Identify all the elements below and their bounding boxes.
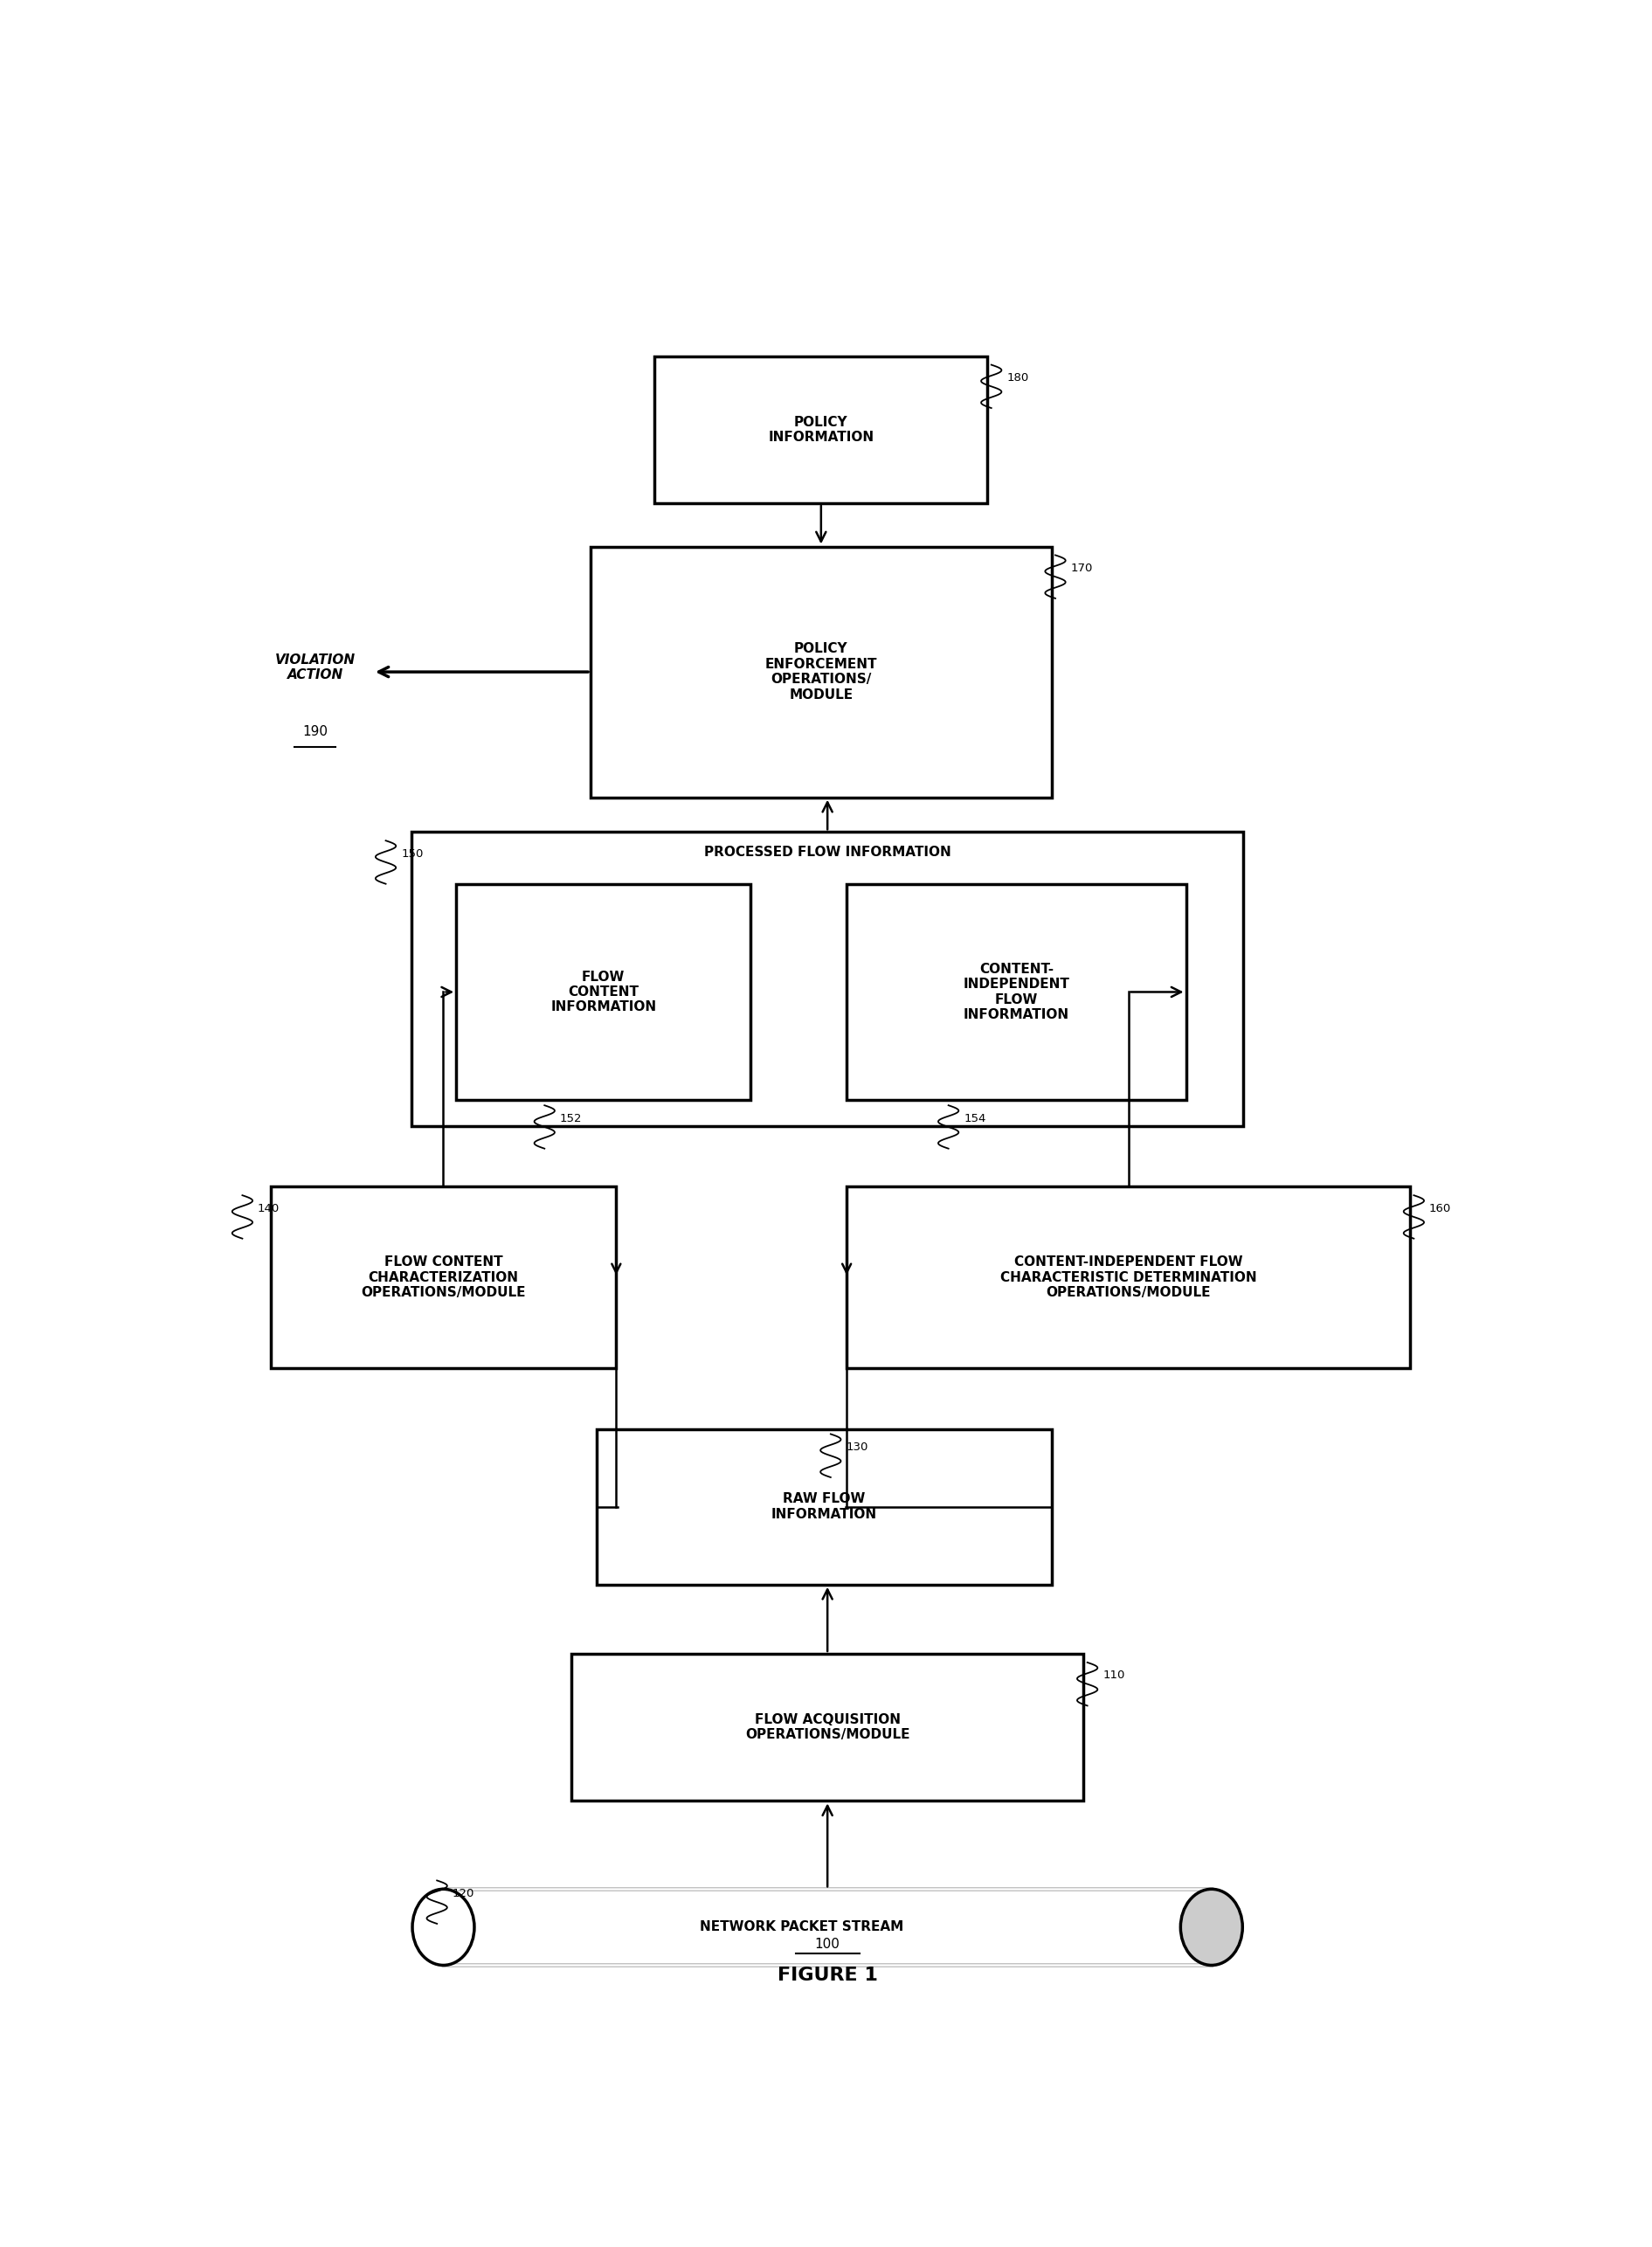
Bar (456, 883, 750, 1101)
Bar (847, 1186, 1409, 1368)
Text: 150: 150 (401, 847, 423, 858)
Text: 170: 170 (1070, 562, 1094, 573)
Bar (411, 831, 1244, 1126)
Text: RAW FLOW
INFORMATION: RAW FLOW INFORMATION (771, 1492, 877, 1521)
Text: NETWORK PACKET STREAM: NETWORK PACKET STREAM (700, 1921, 904, 1935)
Text: 180: 180 (1006, 373, 1029, 384)
Bar (596, 1429, 1051, 1584)
Text: 130: 130 (846, 1440, 869, 1454)
Text: 120: 120 (453, 1887, 474, 1899)
Text: CONTENT-INDEPENDENT FLOW
CHARACTERISTIC DETERMINATION
OPERATIONS/MODULE: CONTENT-INDEPENDENT FLOW CHARACTERISTIC … (999, 1256, 1257, 1299)
Bar (443, 1890, 1211, 1966)
Text: 190: 190 (302, 726, 329, 739)
Text: 110: 110 (1104, 1670, 1125, 1681)
Ellipse shape (413, 1890, 474, 1966)
Text: POLICY
ENFORCEMENT
OPERATIONS/
MODULE: POLICY ENFORCEMENT OPERATIONS/ MODULE (765, 643, 877, 701)
Bar (654, 357, 988, 503)
Text: 160: 160 (1429, 1202, 1450, 1213)
Bar (271, 1186, 616, 1368)
Text: PROCESSED FLOW INFORMATION: PROCESSED FLOW INFORMATION (704, 845, 952, 858)
Bar (847, 883, 1186, 1101)
Ellipse shape (1181, 1890, 1242, 1966)
Text: FLOW ACQUISITION
OPERATIONS/MODULE: FLOW ACQUISITION OPERATIONS/MODULE (745, 1712, 910, 1741)
Bar (572, 1654, 1084, 1800)
Text: FLOW
CONTENT
INFORMATION: FLOW CONTENT INFORMATION (550, 971, 656, 1013)
Text: 140: 140 (258, 1202, 279, 1213)
Text: 154: 154 (963, 1112, 986, 1124)
Text: FIGURE 1: FIGURE 1 (778, 1966, 877, 1984)
Bar (591, 546, 1051, 798)
Text: 152: 152 (560, 1112, 582, 1124)
Text: FLOW CONTENT
CHARACTERIZATION
OPERATIONS/MODULE: FLOW CONTENT CHARACTERIZATION OPERATIONS… (362, 1256, 525, 1299)
Text: POLICY
INFORMATION: POLICY INFORMATION (768, 416, 874, 445)
Text: 100: 100 (814, 1937, 841, 1950)
Text: CONTENT-
INDEPENDENT
FLOW
INFORMATION: CONTENT- INDEPENDENT FLOW INFORMATION (963, 962, 1069, 1022)
Text: VIOLATION
ACTION: VIOLATION ACTION (276, 654, 355, 681)
